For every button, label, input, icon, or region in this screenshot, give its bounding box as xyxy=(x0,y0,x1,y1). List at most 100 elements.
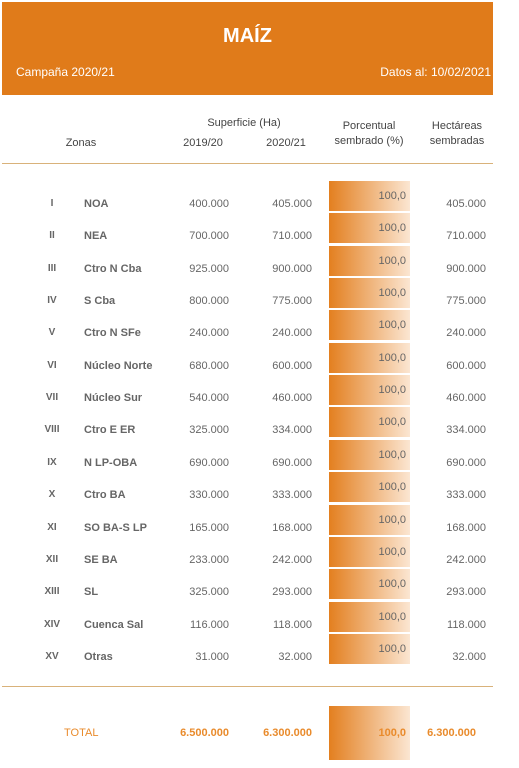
surface-2020: 710.000 xyxy=(272,230,312,243)
col-header: sembrado (%) xyxy=(334,135,404,147)
percent-bar xyxy=(329,633,410,664)
zone-number: V xyxy=(48,327,56,339)
hectares: 690.000 xyxy=(446,456,486,469)
surface-2020: 118.000 xyxy=(273,618,312,631)
surface-2019: 400.000 xyxy=(189,198,229,210)
hectares: 168.000 xyxy=(446,521,486,534)
zone-name: NEA xyxy=(84,230,108,243)
surface-2020: 690.000 xyxy=(272,456,312,469)
total-hectares: 6.300.000 xyxy=(427,727,476,739)
surface-2020: 334.000 xyxy=(272,424,312,437)
zone-name: Ctro BA xyxy=(84,489,126,502)
total-2019: 6.500.000 xyxy=(180,727,229,739)
surface-2019: 800.000 xyxy=(189,295,229,308)
percent-bar xyxy=(329,407,410,438)
hectares: 333.000 xyxy=(446,489,486,502)
surface-2019: 330.000 xyxy=(189,489,229,502)
header-band xyxy=(2,2,493,95)
surface-2019: 540.000 xyxy=(189,392,229,405)
zone-name: Cuenca Sal xyxy=(84,618,144,631)
zone-number: IX xyxy=(47,456,57,468)
zone-name: Ctro E ER xyxy=(84,424,136,437)
surface-2019: 31.000 xyxy=(195,650,229,663)
percent: 100,0 xyxy=(378,578,406,591)
zone-name: Ctro N SFe xyxy=(84,327,141,340)
surface-2020: 405.000 xyxy=(272,198,312,210)
percent: 100,0 xyxy=(378,190,406,202)
campaign: Campaña 2020/21 xyxy=(16,65,115,79)
col-header: Porcentual xyxy=(342,120,396,132)
total-label: TOTAL xyxy=(64,727,99,739)
zone-name: SO BA-S LP xyxy=(84,521,147,534)
percent: 100,0 xyxy=(378,610,406,623)
surface-2019: 690.000 xyxy=(189,456,229,469)
rule xyxy=(2,163,493,164)
percent: 100,0 xyxy=(378,222,406,235)
surface-2020: 293.000 xyxy=(272,586,312,599)
zone-name: Núcleo Norte xyxy=(84,359,153,372)
percent-bar xyxy=(329,310,410,341)
surface-2019: 165.000 xyxy=(189,521,229,534)
percent-bar xyxy=(329,245,410,276)
col-header: 2019/20 xyxy=(183,137,223,149)
percent-bar xyxy=(329,569,410,600)
percent-bar xyxy=(329,342,410,373)
percent-bar xyxy=(329,504,410,535)
zone-name: S Cba xyxy=(84,295,116,308)
total-2020: 6.300.000 xyxy=(263,727,312,739)
percent-bar xyxy=(329,181,410,211)
zone-number: IV xyxy=(47,295,57,307)
surface-2020: 240.000 xyxy=(272,327,312,340)
percent: 100,0 xyxy=(378,319,406,332)
percent-bar xyxy=(329,601,410,632)
hectares: 293.000 xyxy=(446,586,486,599)
percent: 100,0 xyxy=(378,416,406,429)
title: MAÍZ xyxy=(223,25,272,47)
col-header: Superficie (Ha) xyxy=(207,117,281,129)
hectares: 240.000 xyxy=(446,327,486,340)
percent: 100,0 xyxy=(378,481,406,494)
surface-2020: 32.000 xyxy=(278,650,312,663)
percent: 100,0 xyxy=(378,448,406,461)
col-header: Zonas xyxy=(65,137,97,149)
zone-number: XV xyxy=(45,650,59,662)
percent-bar xyxy=(329,278,410,309)
zone-name: SE BA xyxy=(84,553,118,566)
percent: 100,0 xyxy=(378,384,406,397)
percent-bar xyxy=(329,706,410,760)
surface-2019: 325.000 xyxy=(189,586,229,599)
zone-number: X xyxy=(48,489,56,501)
hectares: 600.000 xyxy=(446,359,486,372)
col-header: Hectáreas xyxy=(431,120,483,132)
zone-number: XII xyxy=(45,553,59,565)
zone-name: Núcleo Sur xyxy=(84,392,143,405)
hectares: 710.000 xyxy=(446,230,486,243)
percent-bar xyxy=(329,536,410,567)
surface-2019: 233.000 xyxy=(189,553,229,566)
percent-bar xyxy=(329,439,410,470)
percent-bar xyxy=(329,472,410,503)
rule xyxy=(2,686,493,687)
zone-number: VI xyxy=(47,359,57,371)
hectares: 405.000 xyxy=(446,198,486,210)
surface-2020: 900.000 xyxy=(272,262,312,275)
hectares: 32.000 xyxy=(452,650,486,663)
zone-name: Otras xyxy=(84,650,113,663)
zone-number: XIII xyxy=(44,586,60,598)
zone-number: VII xyxy=(45,392,59,404)
hectares: 334.000 xyxy=(446,424,486,437)
surface-2019: 700.000 xyxy=(189,230,229,243)
surface-2019: 325.000 xyxy=(189,424,229,437)
surface-2019: 240.000 xyxy=(189,327,229,340)
surface-2019: 925.000 xyxy=(189,262,229,275)
zone-number: XI xyxy=(47,521,57,533)
percent: 100,0 xyxy=(378,351,406,364)
surface-2020: 775.000 xyxy=(272,295,312,308)
surface-2019: 116.000 xyxy=(190,618,229,631)
surface-2020: 333.000 xyxy=(272,489,312,502)
zone-name: Ctro N Cba xyxy=(84,262,142,275)
surface-2020: 460.000 xyxy=(272,392,312,405)
percent: 100,0 xyxy=(378,254,406,267)
surface-2020: 600.000 xyxy=(272,359,312,372)
total-percent: 100,0 xyxy=(378,727,406,739)
